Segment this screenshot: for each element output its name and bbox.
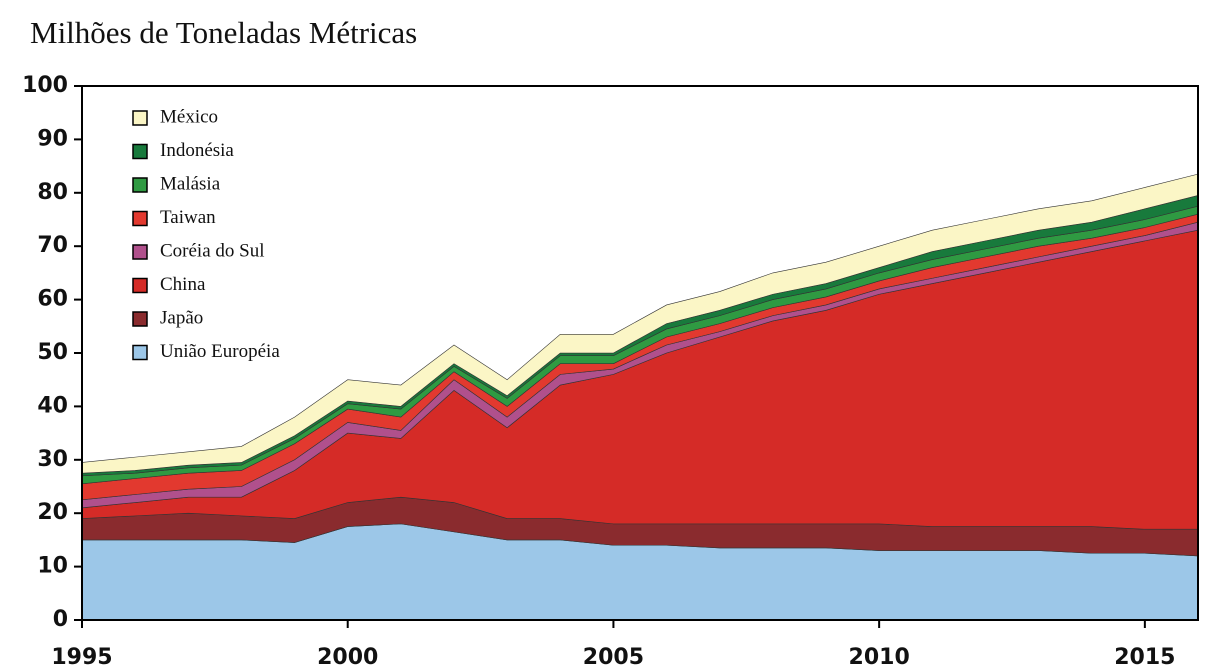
legend-label: União Européia — [160, 341, 280, 362]
legend-label: Coréia do Sul — [160, 240, 265, 261]
legend-swatch — [132, 311, 148, 327]
chart-title: Milhões de Toneladas Métricas — [30, 15, 417, 50]
y-tick-label: 10 — [37, 554, 68, 579]
y-tick-label: 80 — [37, 180, 68, 205]
x-tick-label: 1995 — [51, 645, 112, 670]
legend-swatch — [132, 244, 148, 260]
y-tick-label: 90 — [37, 126, 68, 151]
x-tick-label: 2005 — [583, 645, 644, 670]
y-tick-label: 0 — [53, 607, 68, 632]
y-tick-label: 60 — [37, 287, 68, 312]
y-tick-label: 70 — [37, 233, 68, 258]
x-tick-label: 2010 — [849, 645, 910, 670]
y-tick-label: 20 — [37, 500, 68, 525]
x-tick-label: 2000 — [317, 645, 378, 670]
legend-label: China — [160, 274, 206, 295]
y-tick-label: 30 — [37, 447, 68, 472]
x-tick-label: 2015 — [1114, 645, 1175, 670]
y-tick-label: 40 — [37, 393, 68, 418]
legend-swatch — [132, 177, 148, 193]
y-tick-label: 100 — [22, 73, 68, 98]
legend-label: Japão — [160, 307, 203, 328]
legend-swatch — [132, 277, 148, 294]
legend-label: Malásia — [160, 173, 221, 194]
legend-swatch — [132, 143, 148, 160]
legend-swatch — [132, 110, 148, 126]
legend-swatch — [132, 210, 148, 227]
legend-label: Indonésia — [160, 140, 234, 161]
legend-label: México — [160, 106, 218, 127]
y-tick-label: 50 — [37, 340, 68, 365]
legend-label: Taiwan — [160, 207, 216, 228]
legend-swatch — [132, 344, 148, 361]
